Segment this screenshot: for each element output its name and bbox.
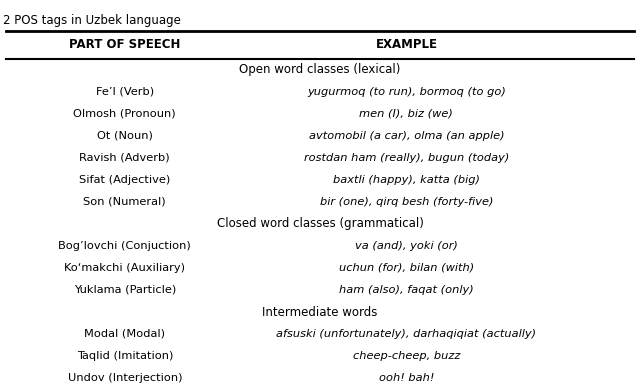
Text: bir (one), qirq besh (forty-five): bir (one), qirq besh (forty-five) (319, 197, 493, 207)
Text: Ravish (Adverb): Ravish (Adverb) (79, 153, 170, 163)
Text: Closed word classes (grammatical): Closed word classes (grammatical) (216, 217, 424, 231)
Text: Modal (Modal): Modal (Modal) (84, 329, 165, 339)
Text: 2 POS tags in Uzbek language: 2 POS tags in Uzbek language (3, 14, 181, 27)
Text: cheep-cheep, buzz: cheep-cheep, buzz (353, 351, 460, 361)
Text: Undov (Interjection): Undov (Interjection) (68, 373, 182, 383)
Text: EXAMPLE: EXAMPLE (376, 39, 437, 51)
Text: Ot (Noun): Ot (Noun) (97, 131, 153, 141)
Text: Fe’l (Verb): Fe’l (Verb) (96, 87, 154, 97)
Text: Sifat (Adjective): Sifat (Adjective) (79, 175, 170, 185)
Text: ooh! bah!: ooh! bah! (379, 373, 434, 383)
Text: Yuklama (Particle): Yuklama (Particle) (74, 285, 176, 295)
Text: Open word classes (lexical): Open word classes (lexical) (239, 63, 401, 77)
Text: Bog’lovchi (Conjuction): Bog’lovchi (Conjuction) (58, 241, 191, 251)
Text: baxtli (happy), katta (big): baxtli (happy), katta (big) (333, 175, 480, 185)
Text: Intermediate words: Intermediate words (262, 305, 378, 319)
Text: rostdan ham (really), bugun (today): rostdan ham (really), bugun (today) (304, 153, 509, 163)
Text: va (and), yoki (or): va (and), yoki (or) (355, 241, 458, 251)
Text: men (I), biz (we): men (I), biz (we) (360, 109, 453, 119)
Text: avtomobil (a car), olma (an apple): avtomobil (a car), olma (an apple) (308, 131, 504, 141)
Text: Ko‘makchi (Auxiliary): Ko‘makchi (Auxiliary) (64, 263, 186, 273)
Text: ham (also), faqat (only): ham (also), faqat (only) (339, 285, 474, 295)
Text: yugurmoq (to run), bormoq (to go): yugurmoq (to run), bormoq (to go) (307, 87, 506, 97)
Text: Son (Numeral): Son (Numeral) (83, 197, 166, 207)
Text: afsuski (unfortunately), darhaqiqiat (actually): afsuski (unfortunately), darhaqiqiat (ac… (276, 329, 536, 339)
Text: uchun (for), bilan (with): uchun (for), bilan (with) (339, 263, 474, 273)
Text: Olmosh (Pronoun): Olmosh (Pronoun) (74, 109, 176, 119)
Text: PART OF SPEECH: PART OF SPEECH (69, 39, 180, 51)
Text: Taqlid (Imitation): Taqlid (Imitation) (77, 351, 173, 361)
